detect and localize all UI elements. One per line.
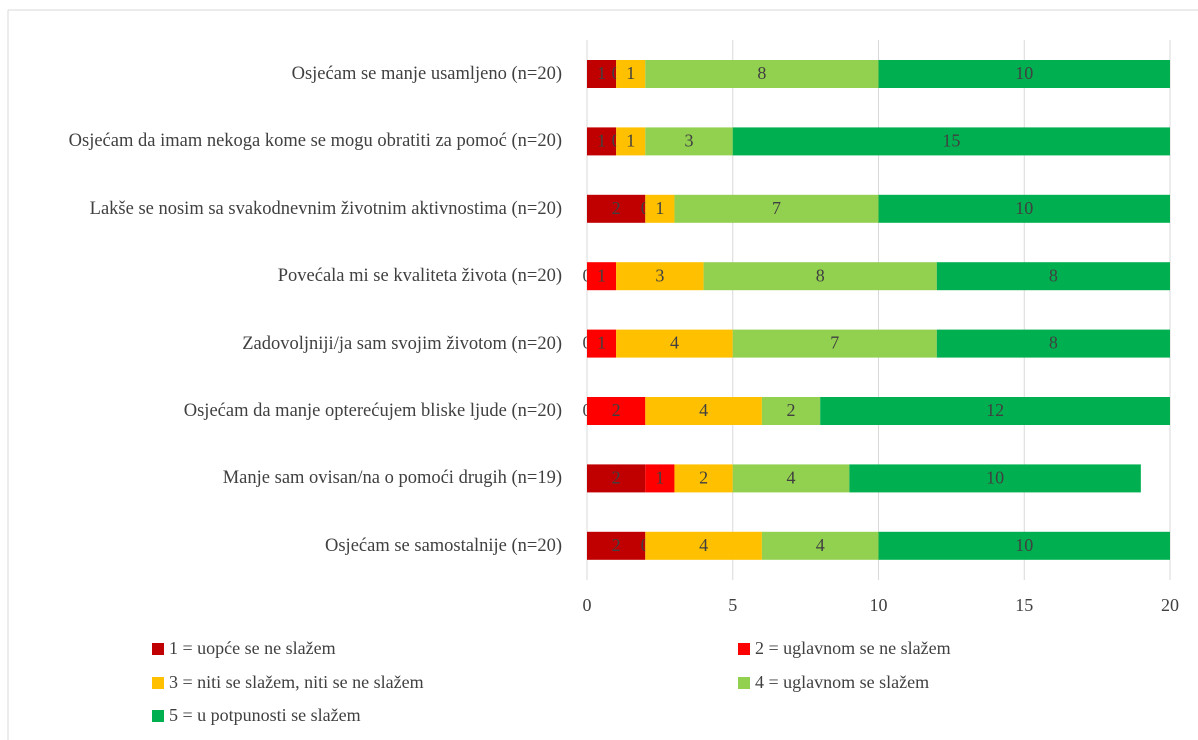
data-label: 1	[655, 198, 664, 218]
data-label: 1	[597, 63, 606, 83]
legend-label: 1 = uopće se ne slažem	[169, 638, 336, 658]
data-label: 4	[670, 333, 679, 353]
data-label: 2	[612, 468, 621, 488]
bar-segment	[936, 329, 1170, 358]
bar-segment	[587, 60, 617, 88]
data-label: 10	[1015, 63, 1033, 83]
bar-segment	[616, 262, 704, 291]
legend-label: 2 = uglavnom se ne slažem	[755, 638, 951, 658]
data-label: 2	[787, 400, 796, 420]
category-label: Osjećam da manje opterećujem bliske ljud…	[183, 401, 562, 421]
bar-segment	[616, 60, 646, 88]
data-label: 7	[830, 333, 839, 353]
bar-segment	[587, 329, 617, 358]
category-label: Manje sam ovisan/na o pomoći drugih (n=1…	[222, 468, 562, 489]
bar-segment	[674, 464, 733, 493]
bar-segment	[645, 127, 733, 156]
bar-segment	[732, 127, 1170, 156]
data-label: 4	[816, 535, 825, 555]
bar-segment	[645, 60, 879, 88]
data-label: 2	[612, 400, 621, 420]
bar-segment	[703, 262, 937, 291]
legend-swatch	[152, 677, 164, 689]
category-label: Osjećam se samostalnije (n=20)	[325, 535, 562, 556]
category-label: Lakše se nosim sa svakodnevnim životnim …	[89, 198, 562, 219]
x-tick-label: 20	[1161, 595, 1179, 615]
legend-swatch	[152, 643, 164, 655]
bar-segment	[936, 262, 1170, 291]
x-tick-label: 10	[870, 595, 888, 615]
category-label: Osjećam da imam nekoga kome se mogu obra…	[68, 131, 562, 152]
bar-segment	[761, 531, 879, 560]
category-label: Zadovoljniji/ja sam svojim životom (n=20…	[242, 333, 562, 354]
bar-segment	[587, 531, 646, 560]
data-label: 10	[1015, 198, 1033, 218]
bar-segment	[820, 397, 1170, 425]
data-label: 10	[986, 468, 1004, 488]
x-tick-label: 15	[1015, 595, 1033, 615]
bar-segment	[732, 464, 850, 493]
data-label: 2	[612, 198, 621, 218]
x-tick-label: 0	[583, 595, 592, 615]
data-label: 4	[699, 535, 708, 555]
bar-segment	[645, 464, 675, 493]
bar-segment	[732, 329, 937, 358]
bar-segment	[587, 194, 646, 223]
bar-segment	[587, 262, 617, 291]
data-label: 1	[655, 468, 664, 488]
bar-segment	[878, 60, 1170, 88]
data-label: 2	[699, 468, 708, 488]
category-label: Osjećam se manje usamljeno (n=20)	[291, 64, 562, 84]
data-label: 12	[986, 400, 1004, 420]
data-label: 1	[597, 265, 606, 285]
legend-swatch	[738, 677, 750, 689]
data-label: 4	[787, 468, 796, 488]
legend-swatch	[152, 710, 164, 722]
category-label: Povećala mi se kvaliteta života (n=20)	[277, 266, 562, 287]
legend-label: 5 = u potpunosti se slažem	[169, 705, 361, 725]
x-tick-label: 5	[728, 595, 737, 615]
bar-segment	[761, 397, 821, 425]
data-label: 8	[816, 265, 825, 285]
bar-segment	[878, 531, 1170, 560]
data-label: 1	[597, 131, 606, 151]
bar-segment	[616, 329, 733, 358]
data-label: 1	[597, 333, 606, 353]
data-label: 10	[1015, 535, 1033, 555]
bar-segment	[849, 464, 1141, 493]
bar-segment	[674, 194, 879, 223]
bar-segment	[587, 464, 646, 493]
data-label: 1	[626, 131, 635, 151]
bar-segment	[645, 194, 675, 223]
legend-label: 3 = niti se slažem, niti se ne slažem	[169, 672, 424, 692]
legend-label: 4 = uglavnom se slažem	[755, 672, 929, 692]
data-label: 2	[612, 535, 621, 555]
data-label: 1	[626, 63, 635, 83]
data-label: 15	[942, 131, 960, 151]
data-label: 8	[1049, 265, 1058, 285]
bar-segment	[616, 127, 646, 156]
data-label: 8	[757, 63, 766, 83]
data-label: 3	[655, 265, 664, 285]
data-label: 4	[699, 400, 708, 420]
data-label: 3	[685, 131, 694, 151]
data-label: 7	[772, 198, 781, 218]
bar-segment	[878, 194, 1170, 223]
bar-segment	[645, 531, 762, 560]
bar-segment	[587, 127, 617, 156]
data-label: 8	[1049, 333, 1058, 353]
bar-segment	[587, 397, 646, 425]
legend-swatch	[738, 643, 750, 655]
bar-segment	[645, 397, 762, 425]
